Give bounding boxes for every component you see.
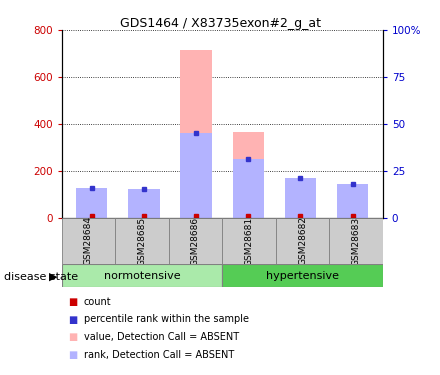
Text: disease state: disease state: [4, 272, 78, 282]
Bar: [276, 217, 329, 264]
Text: ■: ■: [68, 350, 77, 360]
Bar: [76, 188, 107, 218]
Bar: [180, 133, 212, 218]
Bar: [76, 192, 107, 217]
Text: count: count: [84, 297, 111, 307]
Bar: [128, 194, 160, 217]
Text: hypertensive: hypertensive: [266, 271, 339, 280]
Text: GSM28684: GSM28684: [84, 216, 93, 266]
Text: GSM28686: GSM28686: [191, 216, 200, 266]
Text: ■: ■: [68, 315, 77, 324]
Bar: [115, 217, 169, 264]
Bar: [233, 159, 264, 218]
Text: GSM28685: GSM28685: [137, 216, 147, 266]
Bar: [128, 189, 160, 217]
Bar: [62, 217, 115, 264]
Bar: [222, 264, 383, 287]
Bar: [169, 217, 222, 264]
Text: GDS1464 / X83735exon#2_g_at: GDS1464 / X83735exon#2_g_at: [120, 17, 320, 30]
Text: value, Detection Call = ABSENT: value, Detection Call = ABSENT: [84, 332, 239, 342]
Bar: [329, 217, 383, 264]
Bar: [180, 50, 212, 217]
Bar: [62, 264, 222, 287]
Text: GSM28683: GSM28683: [352, 216, 360, 266]
Bar: [233, 132, 264, 218]
Text: GSM28682: GSM28682: [298, 216, 307, 266]
Text: ■: ■: [68, 332, 77, 342]
Bar: [285, 179, 316, 218]
Bar: [285, 178, 316, 218]
Text: GSM28681: GSM28681: [245, 216, 253, 266]
Text: ■: ■: [68, 297, 77, 307]
Text: rank, Detection Call = ABSENT: rank, Detection Call = ABSENT: [84, 350, 234, 360]
Bar: [337, 184, 368, 218]
Text: percentile rank within the sample: percentile rank within the sample: [84, 315, 249, 324]
Text: normotensive: normotensive: [103, 271, 180, 280]
Bar: [222, 217, 276, 264]
Text: ▶: ▶: [49, 272, 58, 282]
Bar: [337, 186, 368, 218]
